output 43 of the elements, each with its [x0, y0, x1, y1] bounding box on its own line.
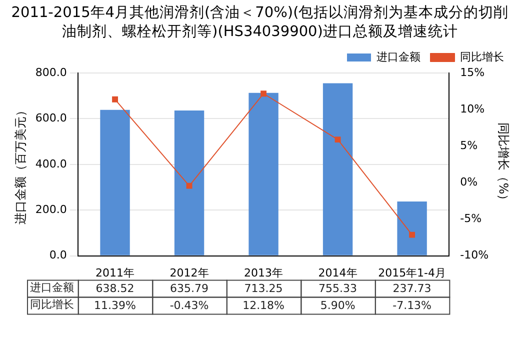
- y-tick-label: 400.0: [35, 157, 67, 170]
- bar: [322, 83, 353, 256]
- data-label: 713.25: [244, 282, 283, 296]
- legend-label: 进口金额: [376, 50, 420, 64]
- data-label: 5.90%: [320, 299, 356, 312]
- x-tick-label: 2014年: [318, 266, 358, 280]
- bar: [248, 92, 278, 256]
- text: 同比增长: [30, 298, 74, 312]
- y2-tick-label: 10%: [460, 102, 485, 116]
- x-tick-label: 2012年: [170, 266, 209, 280]
- y2-axis-title: 同比增长（%）: [496, 122, 511, 206]
- y2-tick-label: -10%: [460, 248, 489, 262]
- point: [334, 136, 341, 143]
- y-axis-title: 进口金额（百万美元）: [13, 104, 28, 224]
- y-tick-label: 800.0: [35, 66, 67, 79]
- y2-tick-label: 5%: [460, 138, 478, 152]
- y2-tick-label: -5%: [460, 212, 482, 226]
- y2-tick-label: 15%: [460, 66, 485, 79]
- y-tick-label: 200.0: [35, 202, 67, 216]
- data-label: -0.43%: [170, 299, 209, 312]
- bar: [100, 110, 130, 256]
- point: [260, 90, 267, 97]
- legend-label: 同比增长: [460, 50, 504, 64]
- bar: [397, 201, 427, 256]
- y-tick-label: 0.0: [49, 248, 67, 262]
- data-label: 638.52: [96, 282, 134, 296]
- data-label: 237.73: [392, 282, 432, 296]
- y-tick-label: 600.0: [35, 112, 67, 125]
- point: [112, 96, 118, 102]
- data-label: -7.13%: [392, 299, 432, 312]
- point: [409, 232, 416, 238]
- text: 进口金额: [30, 281, 74, 294]
- data-label: 755.33: [318, 282, 358, 296]
- x-tick-label: 2011年: [96, 266, 135, 280]
- data-label: 11.39%: [94, 299, 136, 312]
- bar: [174, 110, 204, 256]
- data-label: 635.79: [170, 282, 209, 296]
- data-label: 12.18%: [242, 299, 285, 312]
- x-tick-label: 2013年: [244, 266, 284, 280]
- x-tick-label: 2015年1-4月: [378, 266, 446, 280]
- y2-tick-label: 0%: [460, 176, 478, 189]
- chart-title: 2011-2015年4月其他润滑剂(含油＜70%)(包括以润滑剂为基本成分的切削油制剂、螺栓松开剂等)(HS34039900)进口总额及增速统计: [10, 4, 510, 42]
- point: [186, 182, 192, 189]
